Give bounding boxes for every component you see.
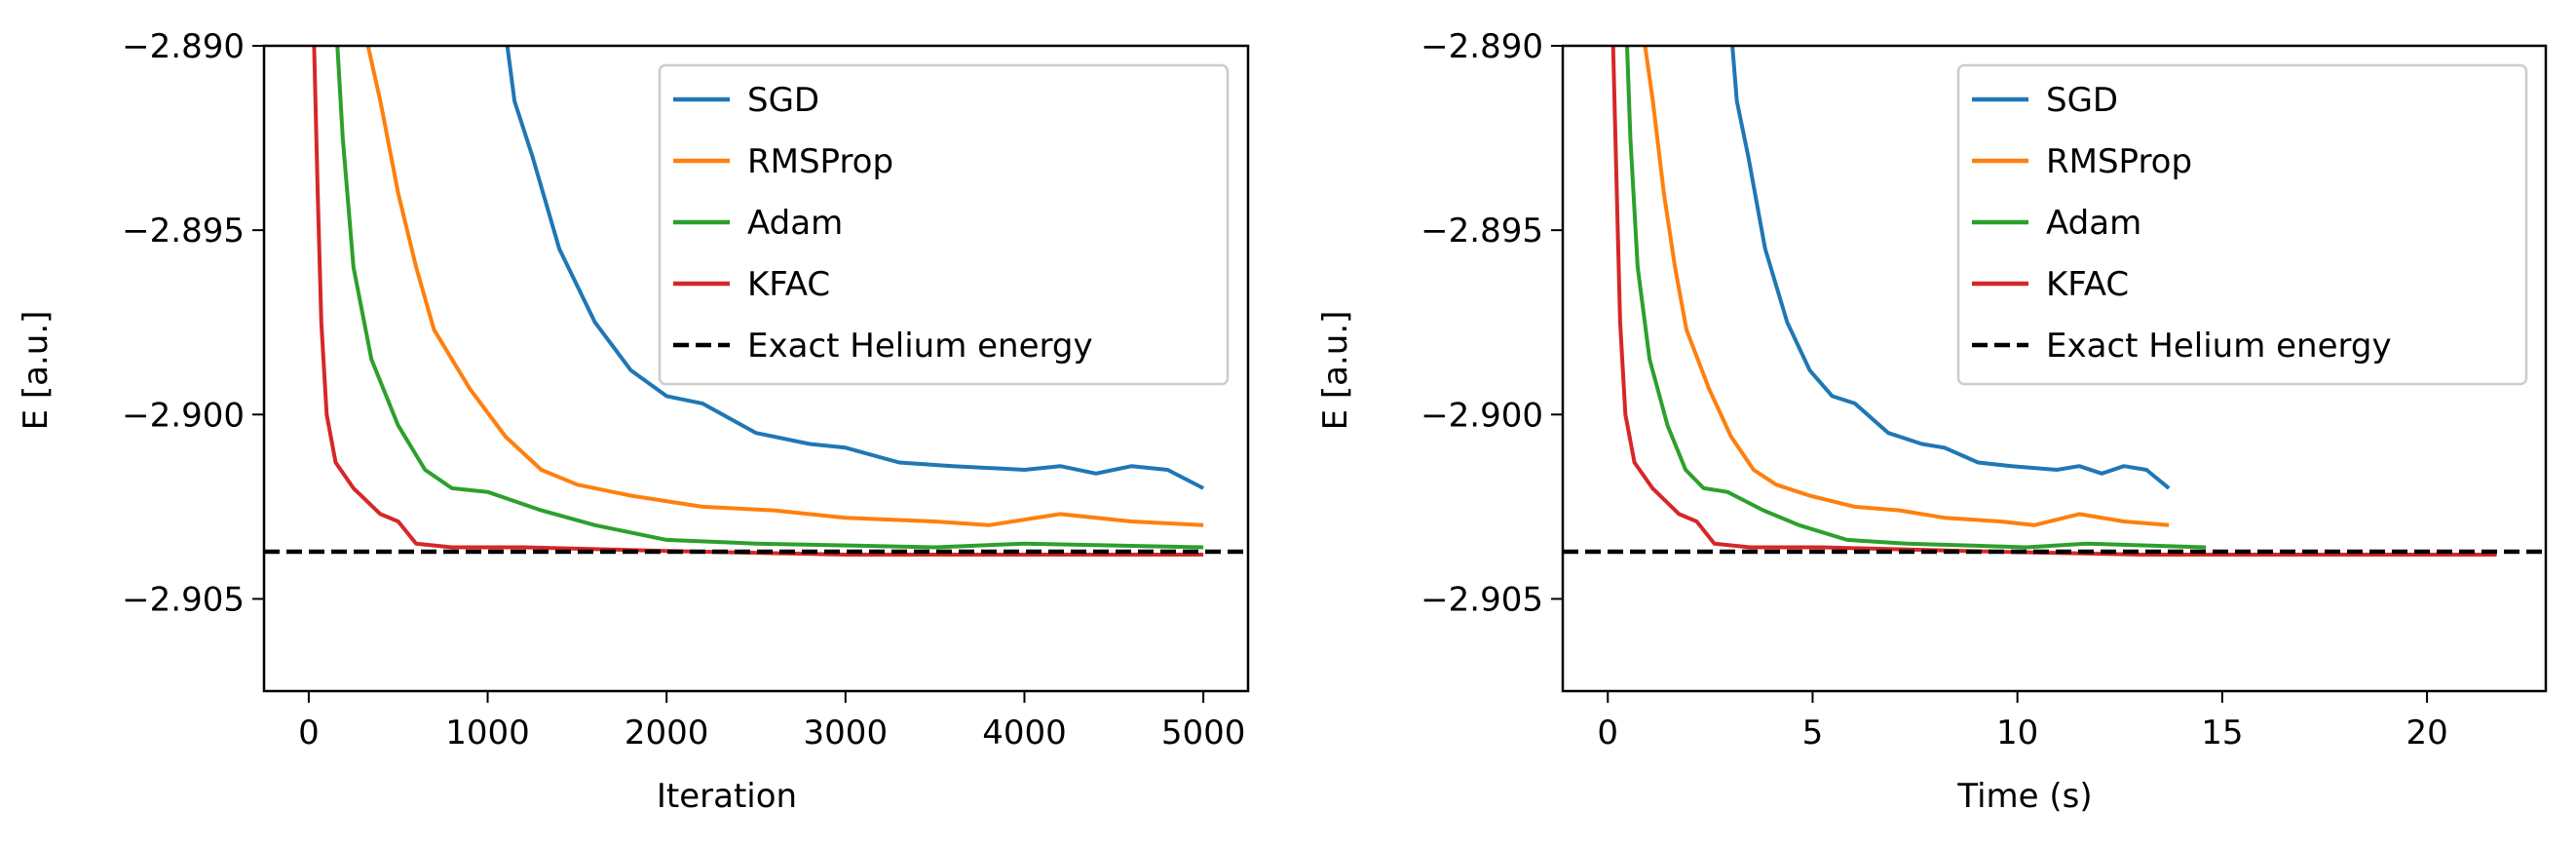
series-line-adam <box>1625 46 2207 550</box>
legend-label-sgd: SGD <box>747 81 819 120</box>
axes-frame <box>1561 44 2548 693</box>
x-tick-label: 0 <box>1597 713 1618 752</box>
x-tick-label: 5000 <box>1161 713 1246 752</box>
x-tick-label: 1000 <box>445 713 530 752</box>
y-axis-label: E [a.u.] <box>17 311 56 431</box>
series-line-rmsprop <box>365 46 1204 527</box>
x-axis-label: Iteration <box>657 777 797 816</box>
legend-label-exact-energy: Exact Helium energy <box>747 327 1093 366</box>
legend-box <box>658 63 1230 386</box>
x-tick-label: 2000 <box>625 713 709 752</box>
chart-panel-1: 0 1000 2000 3000 4000 5000 −2.890 −2.895 −2.900 −… <box>17 27 1250 816</box>
legend-label-rmsprop: RMSProp <box>2046 142 2192 181</box>
x-axis-label: Time (s) <box>1956 777 2092 816</box>
legend-label-rmsprop: RMSProp <box>747 142 893 181</box>
x-tick-label: 20 <box>2406 713 2447 752</box>
axes-frame <box>262 44 1250 693</box>
x-tick-label: 0 <box>298 713 320 752</box>
series-line-sgd <box>505 46 1205 490</box>
y-tick-label: −2.900 <box>122 396 245 435</box>
x-tick-label: 5 <box>1802 713 1824 752</box>
legend-label-exact-energy: Exact Helium energy <box>2046 327 2392 366</box>
chart-panel-2: 0 5 10 15 20 −2.890 −2.895 −2.900 −2.905 Time (s)… <box>1316 27 2548 816</box>
y-axis-label: E [a.u.] <box>1316 311 1355 431</box>
series-line-sgd <box>1730 46 2171 490</box>
series-line-adam <box>335 46 1204 550</box>
y-tick-label: −2.895 <box>122 212 245 251</box>
x-tick-label: 4000 <box>982 713 1067 752</box>
legend: SGD RMSProp Adam KFAC Exact Helium energy <box>1956 63 2528 386</box>
x-tick-label: 3000 <box>804 713 889 752</box>
x-tick-label: 10 <box>1996 713 2038 752</box>
legend-label-sgd: SGD <box>2046 81 2118 120</box>
plot-area <box>264 46 1248 557</box>
legend: SGD RMSProp Adam KFAC Exact Helium energy <box>658 63 1230 386</box>
y-tick-label: −2.890 <box>1421 27 1543 66</box>
legend-label-adam: Adam <box>747 204 843 243</box>
y-tick-label: −2.890 <box>122 27 245 66</box>
legend-label-adam: Adam <box>2046 204 2141 243</box>
legend-label-kfac: KFAC <box>747 265 830 304</box>
y-tick-label: −2.905 <box>122 580 245 619</box>
legend-label-kfac: KFAC <box>2046 265 2129 304</box>
y-tick-label: −2.900 <box>1421 396 1543 435</box>
legend-box <box>1956 63 2528 386</box>
plot-area <box>1563 46 2546 557</box>
y-tick-label: −2.905 <box>1421 580 1543 619</box>
y-tick-label: −2.895 <box>1421 212 1543 251</box>
x-tick-label: 15 <box>2201 713 2243 752</box>
series-line-rmsprop <box>1643 46 2170 527</box>
